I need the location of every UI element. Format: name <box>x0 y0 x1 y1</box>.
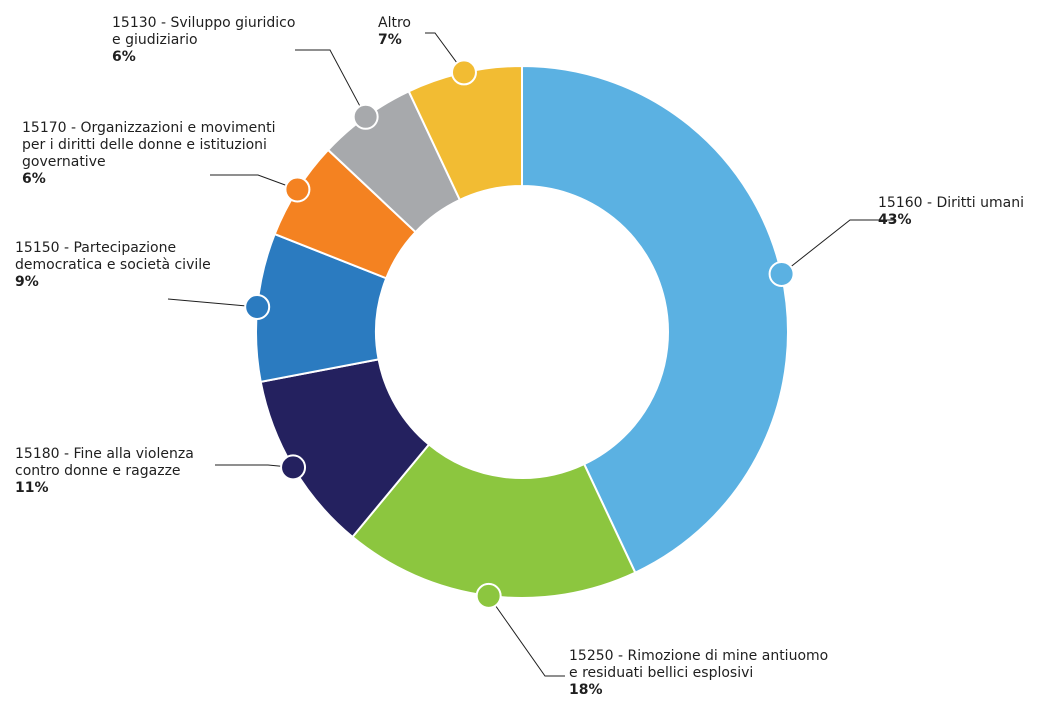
slice-name-3-line-0: 15150 - Partecipazione <box>15 240 176 256</box>
slice-label-2: 15180 - Fine alla violenza contro donne e… <box>15 446 194 496</box>
slice-label-5: 15130 - Sviluppo giuridico e giudiziario 6… <box>112 15 295 65</box>
slice-label-6: Altro 7% <box>378 15 411 48</box>
slice-name-2-line-0: 15180 - Fine alla violenza <box>15 446 194 462</box>
slice-1 <box>351 443 637 599</box>
slice-name-4-line-2: governative <box>22 154 106 170</box>
leader-line-0 <box>781 219 895 275</box>
slice-marker-6 <box>450 59 477 86</box>
slice-name-2-line-1: contro donne e ragazze <box>15 463 181 479</box>
slice-label-1: 15250 - Rimozione di mine antiuomo e resi… <box>569 648 828 698</box>
leader-line-4 <box>210 174 298 190</box>
slice-name-3-line-1: democratica e società civile <box>15 257 211 273</box>
slice-value-4: 6% <box>22 171 46 187</box>
slice-name-5-line-0: 15130 - Sviluppo giuridico <box>112 15 295 31</box>
slice-name-1-line-1: e residuati bellici esplosivi <box>569 665 753 681</box>
leader-line-5 <box>295 49 367 118</box>
slice-marker-0 <box>768 260 795 287</box>
slice-marker-2 <box>280 454 307 481</box>
slice-marker-3 <box>244 293 271 320</box>
slice-marker-4 <box>284 176 311 203</box>
slice-6 <box>407 64 523 202</box>
slice-name-5-line-1: e giudiziario <box>112 32 198 48</box>
slice-marker-5 <box>352 103 379 130</box>
slice-0 <box>521 64 789 575</box>
slice-label-3: 15150 - Partecipazione democratica e soci… <box>15 240 211 290</box>
slice-value-5: 6% <box>112 49 136 65</box>
slice-value-3: 9% <box>15 274 39 290</box>
slice-value-0: 43% <box>878 212 912 228</box>
slice-name-4-line-0: 15170 - Organizzazioni e movimenti <box>22 120 275 136</box>
leader-line-1 <box>488 595 565 677</box>
slice-value-1: 18% <box>569 682 603 698</box>
slice-name-6-line-0: Altro <box>378 15 411 31</box>
leader-line-3 <box>167 298 258 308</box>
slice-name-0-line-0: 15160 - Diritti umani <box>878 195 1024 211</box>
slice-value-2: 11% <box>15 480 49 496</box>
slice-label-0: 15160 - Diritti umani 43% <box>878 195 1024 228</box>
slice-marker-1 <box>475 582 502 609</box>
slice-name-4-line-1: per i diritti delle donne e istituzioni <box>22 137 267 153</box>
slice-value-6: 7% <box>378 32 402 48</box>
slice-label-4: 15170 - Organizzazioni e movimenti per i … <box>22 120 275 187</box>
leader-line-6 <box>425 32 465 73</box>
slice-name-1-line-0: 15250 - Rimozione di mine antiuomo <box>569 648 828 664</box>
